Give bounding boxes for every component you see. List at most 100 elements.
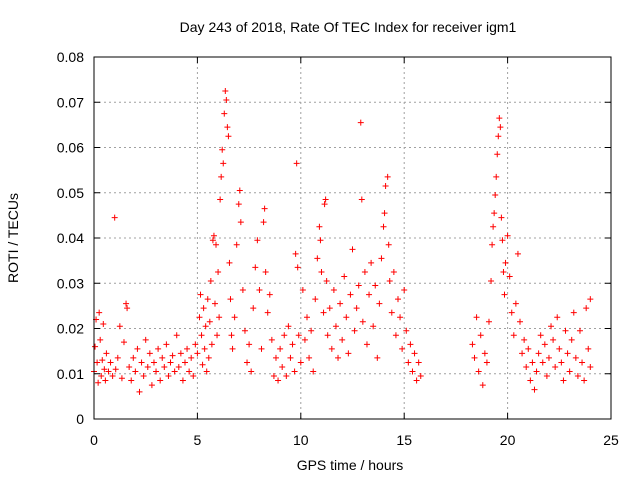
data-point: [481, 350, 488, 357]
data-point: [204, 296, 211, 303]
data-point: [252, 264, 259, 271]
data-point: [380, 223, 387, 230]
x-tick-label: 15: [396, 432, 412, 448]
x-tick-label: 5: [194, 432, 202, 448]
data-point: [407, 341, 414, 348]
data-point: [179, 377, 186, 384]
data-point: [294, 264, 301, 271]
data-point: [560, 377, 567, 384]
data-point: [366, 291, 373, 298]
data-point: [159, 354, 166, 361]
data-point: [554, 314, 561, 321]
data-point: [217, 196, 224, 203]
y-axis-label: ROTI / TECUs: [5, 193, 21, 283]
data-point: [96, 309, 103, 316]
data-point: [213, 241, 220, 248]
data-point: [376, 300, 383, 307]
data-point: [299, 287, 306, 294]
data-point: [304, 314, 311, 321]
data-point: [295, 332, 302, 339]
data-point: [148, 382, 155, 389]
data-point: [533, 368, 540, 375]
data-point: [323, 277, 330, 284]
data-point: [351, 327, 358, 334]
data-point: [116, 323, 123, 330]
data-point: [102, 377, 109, 384]
data-point: [405, 359, 412, 366]
data-point: [216, 314, 223, 321]
data-point: [92, 343, 99, 350]
data-point: [97, 336, 104, 343]
data-point: [517, 318, 524, 325]
data-point: [173, 332, 180, 339]
data-point: [186, 368, 193, 375]
data-point: [132, 368, 139, 375]
data-point: [142, 336, 149, 343]
data-point: [229, 345, 236, 352]
data-point: [358, 196, 365, 203]
data-point: [581, 377, 588, 384]
data-point: [228, 332, 235, 339]
data-point: [177, 350, 184, 357]
data-point: [543, 373, 550, 380]
data-point: [531, 386, 538, 393]
data-point: [527, 377, 534, 384]
data-point: [130, 354, 137, 361]
data-point: [270, 373, 277, 380]
data-point: [363, 341, 370, 348]
data-point: [552, 363, 559, 370]
data-point: [397, 314, 404, 321]
data-point: [479, 382, 486, 389]
data-point: [347, 291, 354, 298]
data-point: [281, 332, 288, 339]
data-point: [219, 146, 226, 153]
data-point: [576, 327, 583, 334]
data-point: [239, 287, 246, 294]
y-tick-label: 0.02: [57, 321, 84, 337]
data-point: [277, 345, 284, 352]
data-point: [203, 368, 210, 375]
data-point: [266, 291, 273, 298]
data-point: [341, 273, 348, 280]
data-point: [226, 259, 233, 266]
data-point: [264, 309, 271, 316]
data-point: [260, 219, 267, 226]
x-tick-label: 0: [90, 432, 98, 448]
data-point: [223, 96, 230, 103]
y-tick-label: 0.05: [57, 185, 84, 201]
data-point: [335, 354, 342, 361]
data-point: [579, 359, 586, 366]
data-point: [126, 363, 133, 370]
data-point: [572, 354, 579, 361]
data-point: [587, 296, 594, 303]
data-point: [169, 352, 176, 359]
data-point: [539, 359, 546, 366]
data-point: [361, 268, 368, 275]
data-point: [199, 361, 206, 368]
data-point: [171, 368, 178, 375]
data-point: [192, 341, 199, 348]
data-point: [157, 377, 164, 384]
data-point: [359, 318, 366, 325]
data-point: [493, 173, 500, 180]
data-point: [98, 373, 105, 380]
data-point: [489, 241, 496, 248]
data-point: [523, 363, 530, 370]
data-point: [317, 237, 324, 244]
data-point: [118, 375, 125, 382]
y-tick-label: 0.08: [57, 49, 84, 65]
x-tick-label: 20: [500, 432, 516, 448]
data-point: [370, 323, 377, 330]
data-point: [150, 359, 157, 366]
data-point: [488, 277, 495, 284]
data-point: [413, 377, 420, 384]
data-point: [501, 291, 508, 298]
grid: [94, 57, 611, 419]
data-point: [197, 291, 204, 298]
data-point: [499, 237, 506, 244]
data-point: [291, 368, 298, 375]
data-point: [392, 332, 399, 339]
data-point: [385, 241, 392, 248]
data-point: [490, 223, 497, 230]
